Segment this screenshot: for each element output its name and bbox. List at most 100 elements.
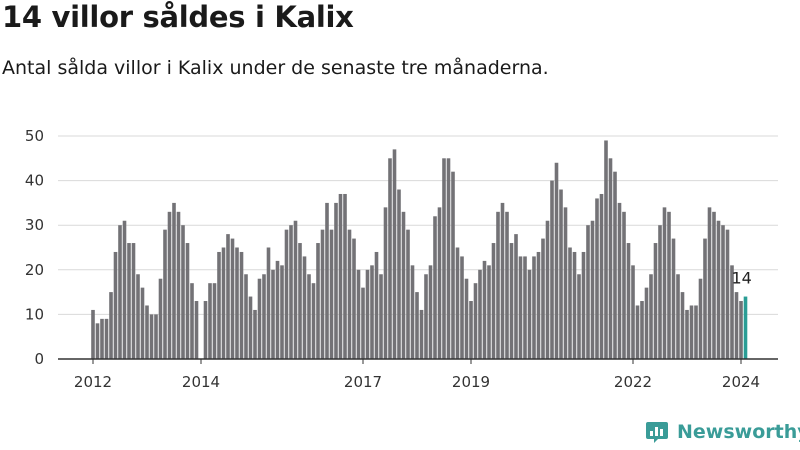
bar [487, 265, 491, 359]
x-tick-label: 2014 [182, 373, 220, 391]
bar [163, 229, 167, 359]
bar [446, 158, 451, 359]
bar [608, 158, 613, 359]
last-value-label: 14 [732, 269, 752, 288]
bar [289, 225, 293, 359]
x-tick-label: 2022 [614, 373, 652, 391]
x-tick-label: 2012 [74, 373, 112, 391]
bar-highlight [743, 296, 748, 359]
x-tick-label: 2019 [452, 373, 490, 391]
bar [680, 292, 685, 359]
bar [122, 220, 127, 359]
bar [451, 171, 455, 359]
y-tick-label: 40 [25, 172, 44, 190]
bar [685, 309, 689, 359]
bar [415, 292, 419, 359]
bar [154, 314, 158, 359]
bar [361, 287, 365, 359]
chart-title: 14 villor såldes i Kalix [2, 0, 354, 34]
bar [221, 247, 226, 359]
bar [235, 247, 239, 359]
bar [469, 301, 473, 359]
bar [604, 140, 608, 359]
bar [293, 220, 298, 359]
bar [352, 238, 356, 359]
bar [316, 243, 320, 359]
bar [631, 265, 635, 359]
bar [734, 292, 739, 359]
bar [419, 309, 424, 359]
bar [397, 189, 401, 359]
bar [401, 211, 406, 359]
bar [541, 238, 545, 359]
bar [703, 238, 707, 359]
bar [689, 305, 694, 359]
bar [370, 265, 374, 359]
bar [100, 318, 104, 359]
bar [739, 301, 743, 359]
bar [586, 225, 590, 359]
x-tick-label: 2017 [344, 373, 382, 391]
bar [104, 318, 109, 359]
bar [626, 243, 631, 359]
bar [442, 158, 446, 359]
bar [203, 301, 208, 359]
y-tick-label: 20 [25, 261, 44, 279]
x-tick-label: 2024 [722, 373, 760, 391]
bar [644, 287, 649, 359]
bar [491, 243, 496, 359]
bar [509, 243, 514, 359]
bar [109, 292, 113, 359]
bar [365, 269, 370, 359]
bar [523, 256, 527, 359]
bar [239, 251, 244, 359]
bar [433, 216, 437, 359]
bar [550, 180, 554, 359]
y-tick-label: 50 [25, 127, 44, 145]
bar [356, 269, 361, 359]
bar [568, 247, 572, 359]
bar [343, 193, 347, 359]
bar [149, 314, 154, 359]
bar [613, 171, 617, 359]
bar [248, 296, 253, 359]
bar [262, 274, 266, 359]
bar [185, 243, 190, 359]
bar [244, 274, 248, 359]
bar [464, 278, 469, 359]
bar [577, 274, 581, 359]
bar [514, 234, 518, 359]
bar [599, 193, 604, 359]
bar [392, 149, 397, 359]
bar [635, 305, 640, 359]
bar [190, 283, 194, 359]
bar [226, 234, 230, 359]
brand-name: Newsworthy [677, 421, 800, 443]
bar [275, 260, 280, 359]
bar [473, 283, 478, 359]
bar [478, 269, 482, 359]
bar [721, 225, 725, 359]
bar [91, 309, 95, 359]
bar [460, 256, 464, 359]
bar [536, 251, 541, 359]
bar [208, 283, 212, 359]
bar [253, 309, 257, 359]
bar [410, 265, 415, 359]
bar [298, 243, 302, 359]
bar [383, 207, 388, 359]
bar [500, 202, 505, 359]
bar [320, 229, 325, 359]
bar [307, 274, 311, 359]
bar [563, 207, 568, 359]
bar [379, 274, 383, 359]
bar [302, 256, 307, 359]
chart-subtitle: Antal sålda villor i Kalix under de sena… [2, 57, 549, 79]
bar [230, 238, 235, 359]
bar [518, 256, 523, 359]
bar [131, 243, 136, 359]
bar [725, 229, 730, 359]
y-tick-label: 30 [25, 216, 44, 234]
bar [667, 211, 671, 359]
bar [482, 260, 487, 359]
